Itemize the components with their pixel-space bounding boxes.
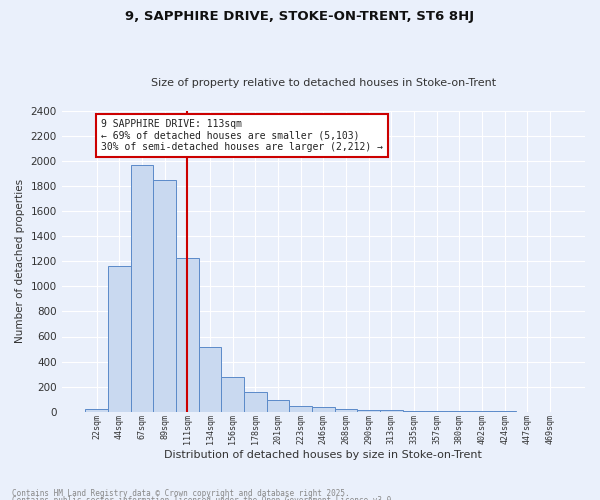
Text: 9, SAPPHIRE DRIVE, STOKE-ON-TRENT, ST6 8HJ: 9, SAPPHIRE DRIVE, STOKE-ON-TRENT, ST6 8… bbox=[125, 10, 475, 23]
Text: Contains public sector information licensed under the Open Government Licence v3: Contains public sector information licen… bbox=[12, 496, 396, 500]
Bar bbox=[176, 258, 199, 412]
Bar bbox=[312, 406, 335, 412]
Bar bbox=[266, 400, 289, 411]
Text: 9 SAPPHIRE DRIVE: 113sqm
← 69% of detached houses are smaller (5,103)
30% of sem: 9 SAPPHIRE DRIVE: 113sqm ← 69% of detach… bbox=[101, 118, 383, 152]
Bar bbox=[335, 409, 358, 412]
Text: Contains HM Land Registry data © Crown copyright and database right 2025.: Contains HM Land Registry data © Crown c… bbox=[12, 488, 350, 498]
Bar bbox=[289, 406, 312, 411]
Bar bbox=[199, 346, 221, 412]
Bar bbox=[358, 410, 380, 412]
Bar bbox=[221, 377, 244, 412]
Bar bbox=[154, 180, 176, 412]
Y-axis label: Number of detached properties: Number of detached properties bbox=[15, 180, 25, 344]
Bar bbox=[403, 411, 425, 412]
Bar bbox=[380, 410, 403, 412]
X-axis label: Distribution of detached houses by size in Stoke-on-Trent: Distribution of detached houses by size … bbox=[164, 450, 482, 460]
Bar bbox=[108, 266, 131, 412]
Bar bbox=[244, 392, 266, 411]
Title: Size of property relative to detached houses in Stoke-on-Trent: Size of property relative to detached ho… bbox=[151, 78, 496, 88]
Bar bbox=[131, 165, 154, 412]
Bar bbox=[425, 411, 448, 412]
Bar bbox=[85, 408, 108, 412]
